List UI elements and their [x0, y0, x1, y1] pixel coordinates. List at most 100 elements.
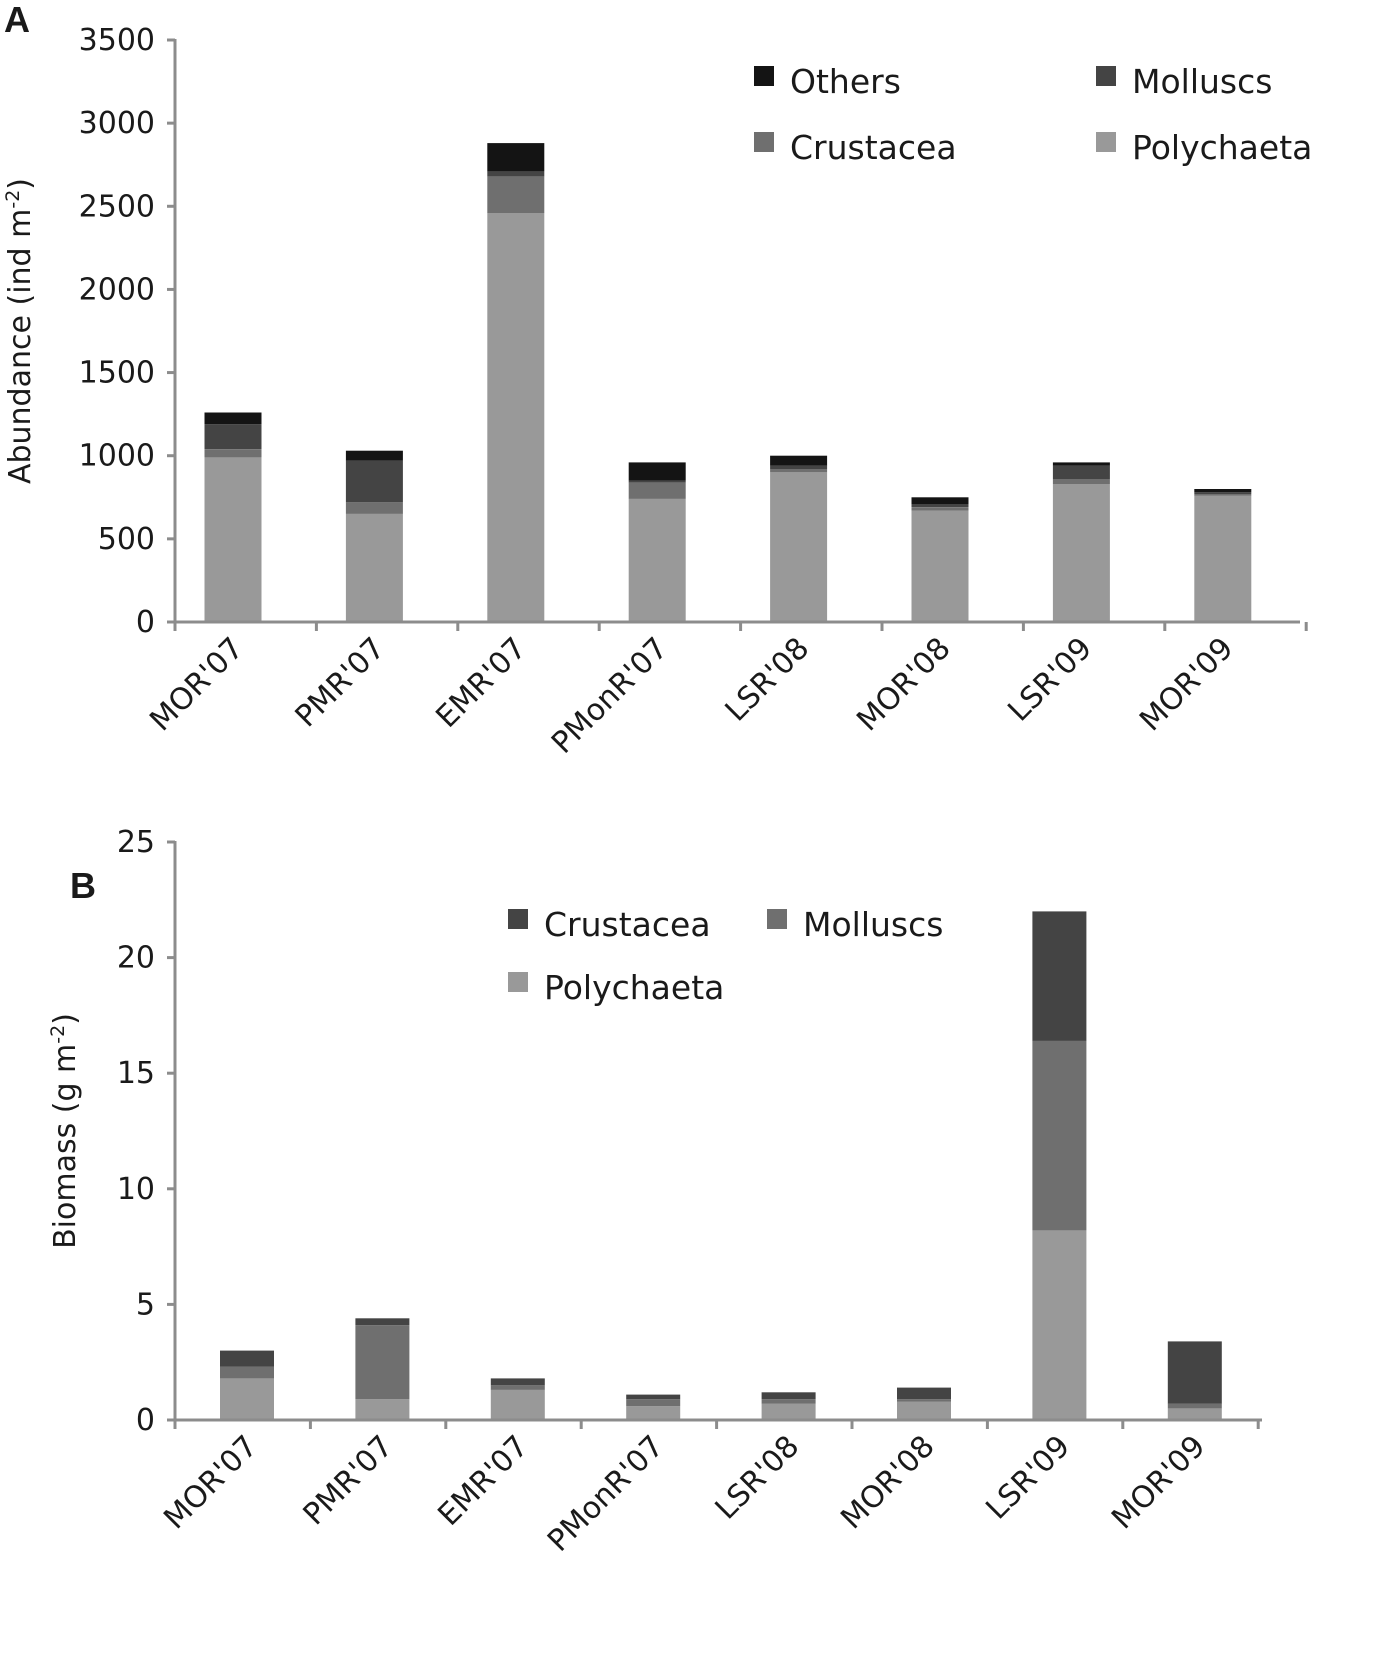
legend-label-polychaeta: Polychaeta	[544, 968, 724, 1007]
legend-swatch-molluscs	[767, 909, 787, 929]
bar-segment-molluscs	[626, 1399, 681, 1407]
bar-segment-molluscs	[1194, 492, 1252, 494]
bar-segment-polychaeta	[1032, 1230, 1087, 1420]
chart-b-biomass: B 0 5 10 15 20 25 MOR'07 PMR'07 EMR'07 PMonR'07 LS…	[47, 825, 1262, 1559]
y-tick-label: 0	[136, 605, 155, 640]
legend-label-crustacea: Crustacea	[790, 128, 957, 167]
bar-segment-polychaeta	[220, 1378, 274, 1420]
x-tick-label: LSR'08	[719, 631, 817, 729]
y-axis-title: Abundance (ind m-2)	[2, 178, 38, 484]
bar-segment-molluscs	[628, 480, 686, 483]
y-tick-label: 1000	[79, 439, 155, 474]
x-tick-label: LSR'09	[1001, 631, 1099, 729]
x-tick-label: PMR'07	[297, 1429, 400, 1532]
bar-segment-others	[911, 497, 969, 504]
bar-segment-crustacea	[220, 1350, 274, 1367]
bar-segment-crustacea	[1194, 494, 1252, 496]
bar-segment-polychaeta	[897, 1401, 951, 1420]
bar-segment-polychaeta	[626, 1406, 681, 1420]
y-tick-label: 10	[117, 1172, 155, 1207]
panel-label-a: A	[4, 0, 30, 40]
bar-segment-polychaeta	[761, 1403, 816, 1420]
bar-segment-polychaeta	[628, 498, 686, 622]
x-tick-label: MOR'07	[143, 631, 250, 738]
y-tick-label: 500	[98, 522, 155, 557]
bar-segment-crustacea	[345, 502, 403, 514]
legend-swatch-polychaeta	[1096, 132, 1116, 152]
x-tick-label: EMR'07	[429, 631, 533, 735]
legend-label-polychaeta: Polychaeta	[1132, 128, 1312, 167]
bar-segment-molluscs	[1052, 465, 1110, 479]
bar-segment-molluscs	[770, 465, 828, 469]
bar-segment-polychaeta	[204, 457, 262, 622]
y-axis-title-end: )	[3, 178, 38, 190]
y-axis-title-superscript: -2	[47, 1025, 69, 1044]
bar-segment-others	[345, 450, 403, 461]
x-tick-label: EMR'07	[431, 1429, 535, 1533]
legend-label-molluscs: Molluscs	[803, 905, 943, 944]
bar-segment-polychaeta	[911, 510, 969, 622]
bar-segment-crustacea	[355, 1318, 410, 1326]
bar-segment-molluscs	[1032, 1040, 1087, 1231]
bar-segment-molluscs	[355, 1325, 410, 1400]
bar-segment-others	[204, 412, 262, 425]
y-axis-title: Biomass (g m-2)	[47, 1013, 83, 1249]
x-tick-label: LSR'09	[979, 1429, 1077, 1527]
bar-segment-others	[628, 462, 686, 481]
y-tick-label: 2000	[79, 272, 155, 307]
bar-segment-molluscs	[487, 171, 545, 177]
bar-segment-polychaeta	[490, 1389, 545, 1420]
bar-segment-molluscs	[1167, 1403, 1222, 1409]
bar-segment-crustacea	[628, 482, 686, 499]
y-axis-title-superscript: -2	[2, 190, 24, 209]
bar-segment-crustacea	[490, 1378, 545, 1386]
bar-segment-others	[1194, 489, 1252, 493]
bar-segment-crustacea	[1167, 1341, 1222, 1404]
bar-segment-others	[487, 143, 545, 172]
legend-label-molluscs: Molluscs	[1132, 62, 1272, 101]
bar-segment-others	[770, 455, 828, 466]
bar-segment-polychaeta	[1194, 495, 1252, 622]
bar-segment-crustacea	[1032, 911, 1087, 1041]
legend-swatch-others	[754, 66, 774, 86]
chart-a-abundance: A 0 500 1000 1500 2000 2500 3000 3500 MOR'07 PMR'…	[2, 0, 1312, 761]
legend-label-crustacea: Crustacea	[544, 905, 711, 944]
bar-segment-others	[1052, 462, 1110, 466]
y-tick-label: 2500	[79, 189, 155, 224]
x-tick-label: PMonR'07	[545, 631, 675, 761]
bar-segment-crustacea	[204, 449, 262, 458]
y-tick-label: 3000	[79, 106, 155, 141]
bar-segment-crustacea	[897, 1387, 951, 1400]
legend-swatch-polychaeta	[508, 972, 528, 992]
y-tick-label: 20	[117, 941, 155, 976]
x-tick-label: LSR'08	[709, 1429, 807, 1527]
bar-segment-polychaeta	[1167, 1408, 1222, 1420]
bar-segment-polychaeta	[770, 472, 828, 622]
panel-label-b: B	[70, 865, 96, 906]
x-tick-label: MOR'08	[834, 1429, 941, 1536]
y-axis-title-text: Abundance (ind m	[3, 209, 38, 484]
bar-segment-molluscs	[761, 1399, 816, 1404]
y-tick-label: 0	[136, 1403, 155, 1438]
bar-segment-molluscs	[204, 424, 262, 449]
bar-segment-molluscs	[490, 1385, 545, 1390]
bar-segment-crustacea	[911, 507, 969, 511]
bar-segment-crustacea	[626, 1394, 681, 1400]
bar-segment-molluscs	[345, 460, 403, 503]
bars-group	[204, 143, 1252, 622]
bar-segment-polychaeta	[487, 212, 545, 622]
bar-segment-crustacea	[487, 176, 545, 213]
bar-segment-polychaeta	[1052, 484, 1110, 622]
legend-swatch-molluscs	[1096, 66, 1116, 86]
y-tick-label: 3500	[79, 23, 155, 58]
bar-segment-molluscs	[220, 1366, 274, 1379]
legend: Crustacea Molluscs Polychaeta	[508, 905, 943, 1007]
bar-segment-molluscs	[911, 503, 969, 508]
y-axis-title-end: )	[48, 1013, 83, 1025]
y-axis-title-text: Biomass (g m	[48, 1044, 83, 1249]
bar-segment-molluscs	[897, 1399, 951, 1402]
x-tick-label: MOR'08	[850, 631, 957, 738]
bars-group	[220, 911, 1222, 1420]
y-tick-label: 1500	[79, 356, 155, 391]
